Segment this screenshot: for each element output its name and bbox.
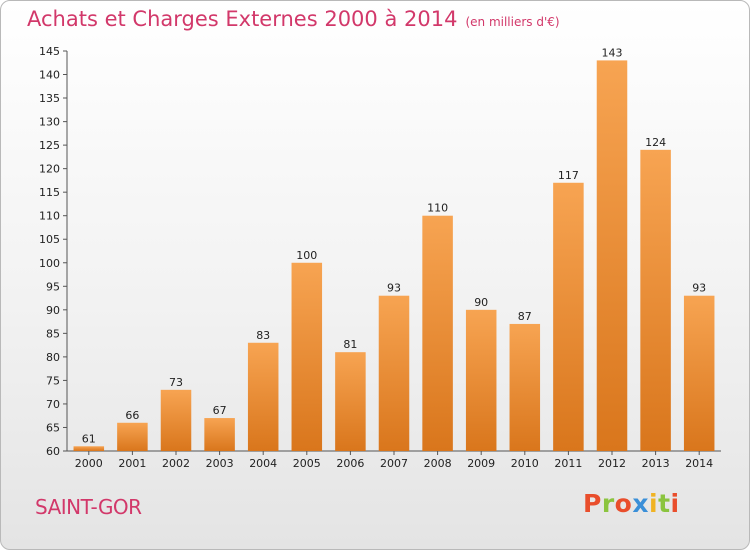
city-label: SAINT-GOR: [35, 495, 142, 519]
bar-2000: [73, 446, 105, 451]
bar-2002: [160, 389, 192, 451]
logo-letter: x: [632, 489, 649, 518]
x-tick-label: 2007: [380, 457, 408, 470]
y-tick-label: 125: [39, 139, 60, 152]
y-tick-label: 105: [39, 233, 60, 246]
bar-2010: [509, 323, 541, 451]
bar-value-label: 117: [558, 169, 579, 182]
y-tick-label: 85: [46, 327, 60, 340]
bar-2004: [247, 342, 279, 451]
bar-2001: [117, 422, 148, 451]
y-tick-label: 100: [39, 257, 60, 270]
bar-2009: [465, 309, 497, 451]
bar-2011: [553, 182, 584, 451]
x-tick-label: 2009: [467, 457, 495, 470]
y-tick-label: 110: [39, 210, 60, 223]
y-tick-label: 70: [46, 398, 60, 411]
y-tick-label: 115: [39, 186, 60, 199]
x-tick-label: 2006: [336, 457, 364, 470]
bar-value-label: 93: [387, 282, 401, 295]
y-tick-label: 80: [46, 351, 60, 364]
bar-value-label: 143: [602, 46, 623, 59]
logo-letter: o: [614, 489, 633, 518]
x-tick-label: 2014: [685, 457, 713, 470]
bar-value-label: 100: [296, 249, 317, 262]
bar-2007: [378, 295, 410, 451]
y-tick-label: 90: [46, 304, 60, 317]
y-tick-label: 60: [46, 445, 60, 458]
bar-2012: [596, 60, 628, 451]
y-tick-label: 65: [46, 421, 60, 434]
bar-2014: [683, 295, 715, 451]
chart-title: Achats et Charges Externes 2000 à 2014: [27, 7, 458, 31]
bar-value-label: 67: [213, 404, 227, 417]
y-tick-label: 140: [39, 69, 60, 82]
x-tick-label: 2003: [206, 457, 234, 470]
bar-value-label: 87: [518, 310, 532, 323]
bar-value-label: 83: [256, 329, 270, 342]
logo-letter: i: [649, 489, 659, 518]
x-tick-label: 2001: [118, 457, 146, 470]
y-tick-label: 135: [39, 92, 60, 105]
logo-letter: P: [583, 489, 602, 518]
x-tick-label: 2013: [642, 457, 670, 470]
bar-2005: [291, 262, 323, 451]
x-tick-label: 2010: [511, 457, 539, 470]
x-tick-label: 2004: [249, 457, 277, 470]
x-tick-label: 2002: [162, 457, 190, 470]
chart-unit: (en milliers d'€): [465, 15, 560, 29]
bar-value-label: 124: [645, 136, 666, 149]
y-tick-label: 75: [46, 374, 60, 387]
y-tick-label: 130: [39, 116, 60, 129]
chart-title-block: Achats et Charges Externes 2000 à 2014 (e…: [27, 7, 560, 31]
proxiti-logo: Proxiti: [583, 489, 680, 518]
bar-value-label: 61: [82, 432, 96, 445]
logo-letter: i: [670, 489, 680, 518]
y-tick-label: 145: [39, 45, 60, 58]
x-tick-label: 2005: [293, 457, 321, 470]
bar-2003: [204, 418, 235, 451]
bar-value-label: 81: [343, 338, 357, 351]
bar-value-label: 73: [169, 376, 183, 389]
bar-value-label: 93: [692, 282, 706, 295]
y-tick-label: 120: [39, 163, 60, 176]
logo-letter: r: [601, 489, 615, 518]
x-tick-label: 2000: [75, 457, 103, 470]
bar-value-label: 66: [125, 409, 139, 422]
x-tick-label: 2011: [554, 457, 582, 470]
bar-value-label: 90: [474, 296, 488, 309]
y-tick-label: 95: [46, 280, 60, 293]
x-tick-label: 2012: [598, 457, 626, 470]
x-tick-label: 2008: [424, 457, 452, 470]
bar-value-label: 110: [427, 202, 448, 215]
bar-2008: [422, 215, 453, 451]
bar-2013: [640, 149, 671, 451]
logo-letter: t: [658, 489, 671, 518]
bar-2006: [335, 352, 366, 451]
